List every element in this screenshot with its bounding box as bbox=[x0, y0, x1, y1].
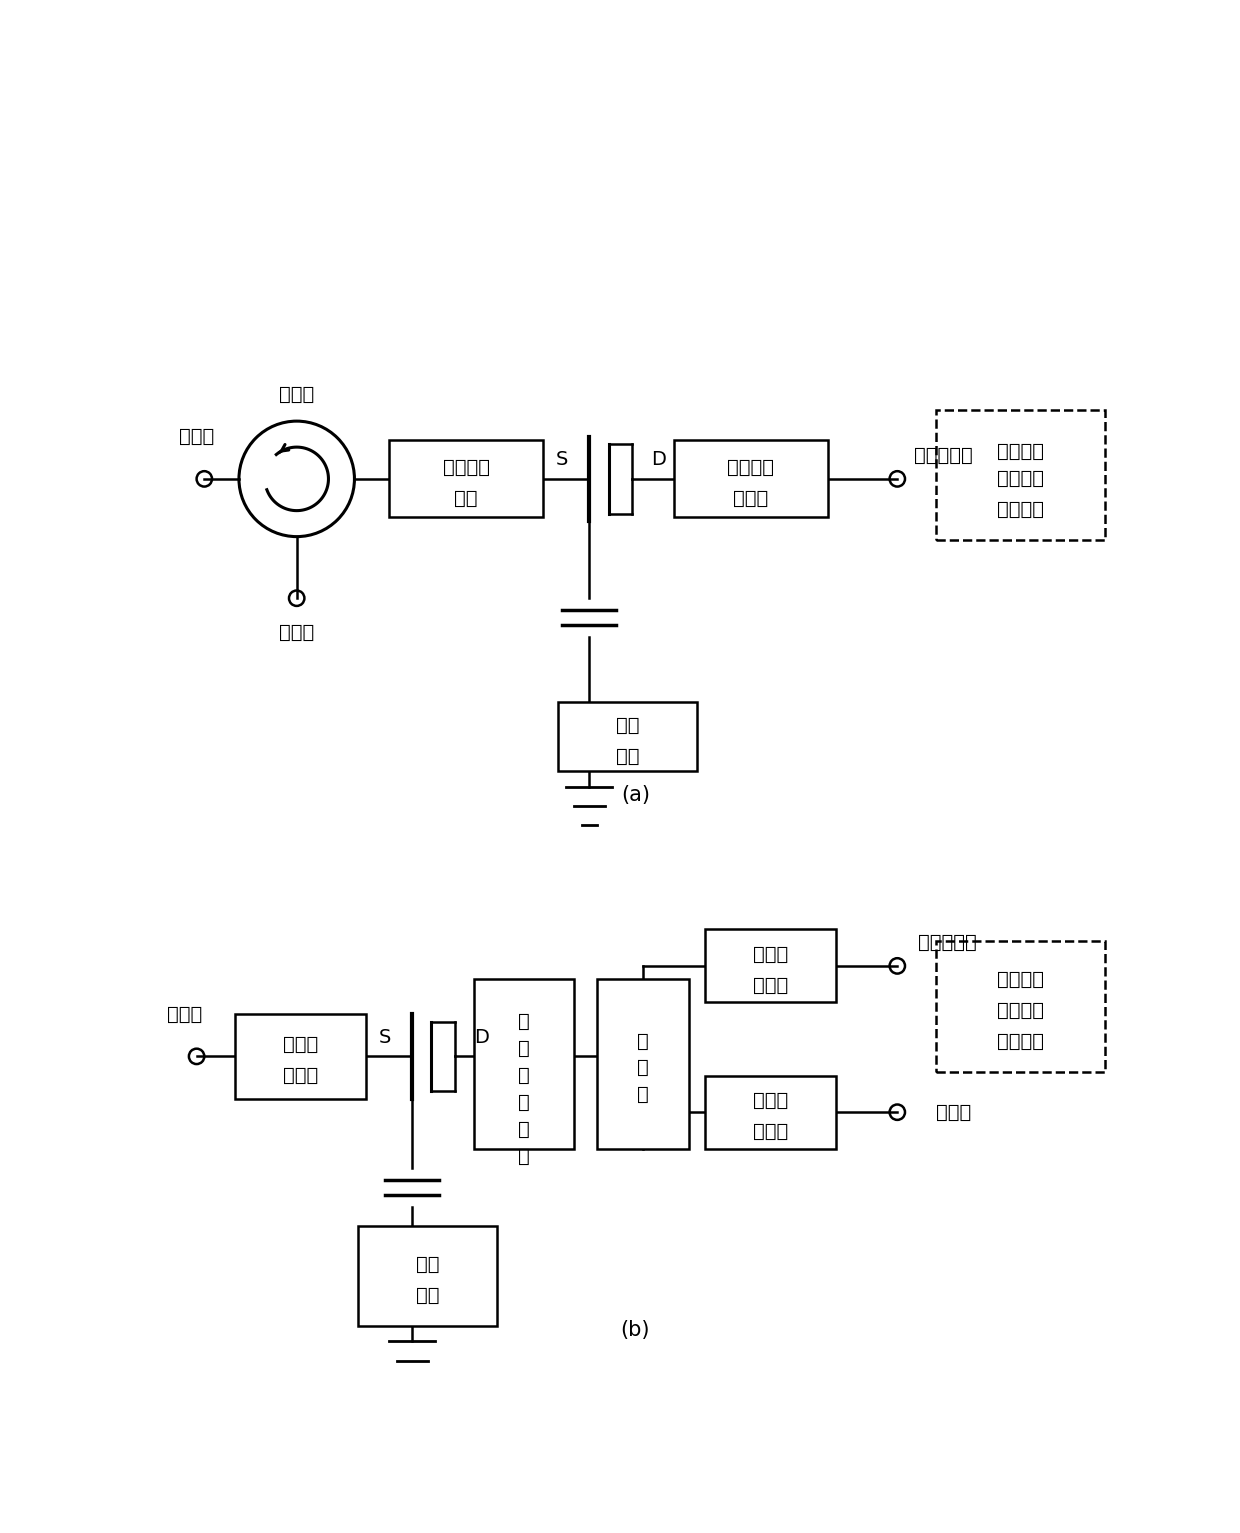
Text: 络: 络 bbox=[518, 1147, 529, 1167]
Text: 泵浦匹配: 泵浦匹配 bbox=[728, 458, 775, 477]
Text: (a): (a) bbox=[621, 785, 650, 805]
Text: 输入端: 输入端 bbox=[167, 1004, 202, 1024]
Text: 接天线或: 接天线或 bbox=[997, 970, 1044, 989]
Bar bbox=[675, 440, 828, 517]
Text: 器: 器 bbox=[637, 1085, 649, 1104]
Text: 源级匹配: 源级匹配 bbox=[443, 458, 490, 477]
Text: 配: 配 bbox=[518, 1093, 529, 1111]
Text: S: S bbox=[557, 451, 568, 469]
Bar bbox=[704, 929, 836, 1003]
Text: 环形器: 环形器 bbox=[279, 385, 314, 403]
Text: 泵浦输入端: 泵浦输入端 bbox=[918, 934, 977, 952]
Text: 接射频微: 接射频微 bbox=[997, 1001, 1044, 1019]
Text: 波传输线: 波传输线 bbox=[997, 500, 1044, 520]
Text: 泵浦输入端: 泵浦输入端 bbox=[914, 446, 973, 466]
Bar bbox=[389, 440, 543, 517]
Text: S: S bbox=[379, 1027, 392, 1047]
Text: 网络: 网络 bbox=[415, 1286, 439, 1305]
Bar bbox=[596, 980, 689, 1148]
Text: 输出端: 输出端 bbox=[936, 1102, 971, 1122]
Text: 配网络: 配网络 bbox=[733, 489, 769, 507]
Text: 网络: 网络 bbox=[454, 489, 477, 507]
Bar bbox=[558, 702, 697, 771]
Text: 泵浦匹: 泵浦匹 bbox=[753, 944, 787, 964]
Text: 配网络: 配网络 bbox=[753, 975, 787, 995]
Text: 双: 双 bbox=[637, 1032, 649, 1050]
Text: 漏: 漏 bbox=[518, 1012, 529, 1032]
Bar bbox=[936, 409, 1105, 541]
Bar bbox=[936, 941, 1105, 1072]
Text: 输出端: 输出端 bbox=[279, 624, 314, 642]
Text: 匹: 匹 bbox=[518, 1065, 529, 1085]
Text: (b): (b) bbox=[621, 1320, 650, 1340]
Text: 调谐: 调谐 bbox=[616, 716, 640, 734]
Text: 输入端: 输入端 bbox=[179, 428, 215, 446]
Text: 配网络: 配网络 bbox=[753, 1122, 787, 1141]
Text: 工: 工 bbox=[637, 1058, 649, 1078]
Text: 调谐: 调谐 bbox=[415, 1256, 439, 1274]
Text: 输入匹: 输入匹 bbox=[283, 1035, 319, 1055]
Text: 网络: 网络 bbox=[616, 747, 640, 765]
Text: 输出匹: 输出匹 bbox=[753, 1091, 787, 1110]
Text: D: D bbox=[474, 1027, 489, 1047]
Bar bbox=[704, 1076, 836, 1148]
Text: D: D bbox=[651, 451, 666, 469]
Text: 级: 级 bbox=[518, 1039, 529, 1058]
Text: 配网络: 配网络 bbox=[283, 1065, 319, 1085]
Text: 波传输线: 波传输线 bbox=[997, 1032, 1044, 1050]
Text: 接射频微: 接射频微 bbox=[997, 469, 1044, 489]
Bar bbox=[358, 1226, 497, 1326]
Bar bbox=[474, 980, 574, 1148]
Bar bbox=[236, 1013, 366, 1099]
Text: 网: 网 bbox=[518, 1121, 529, 1139]
Text: 接天线或: 接天线或 bbox=[997, 443, 1044, 461]
